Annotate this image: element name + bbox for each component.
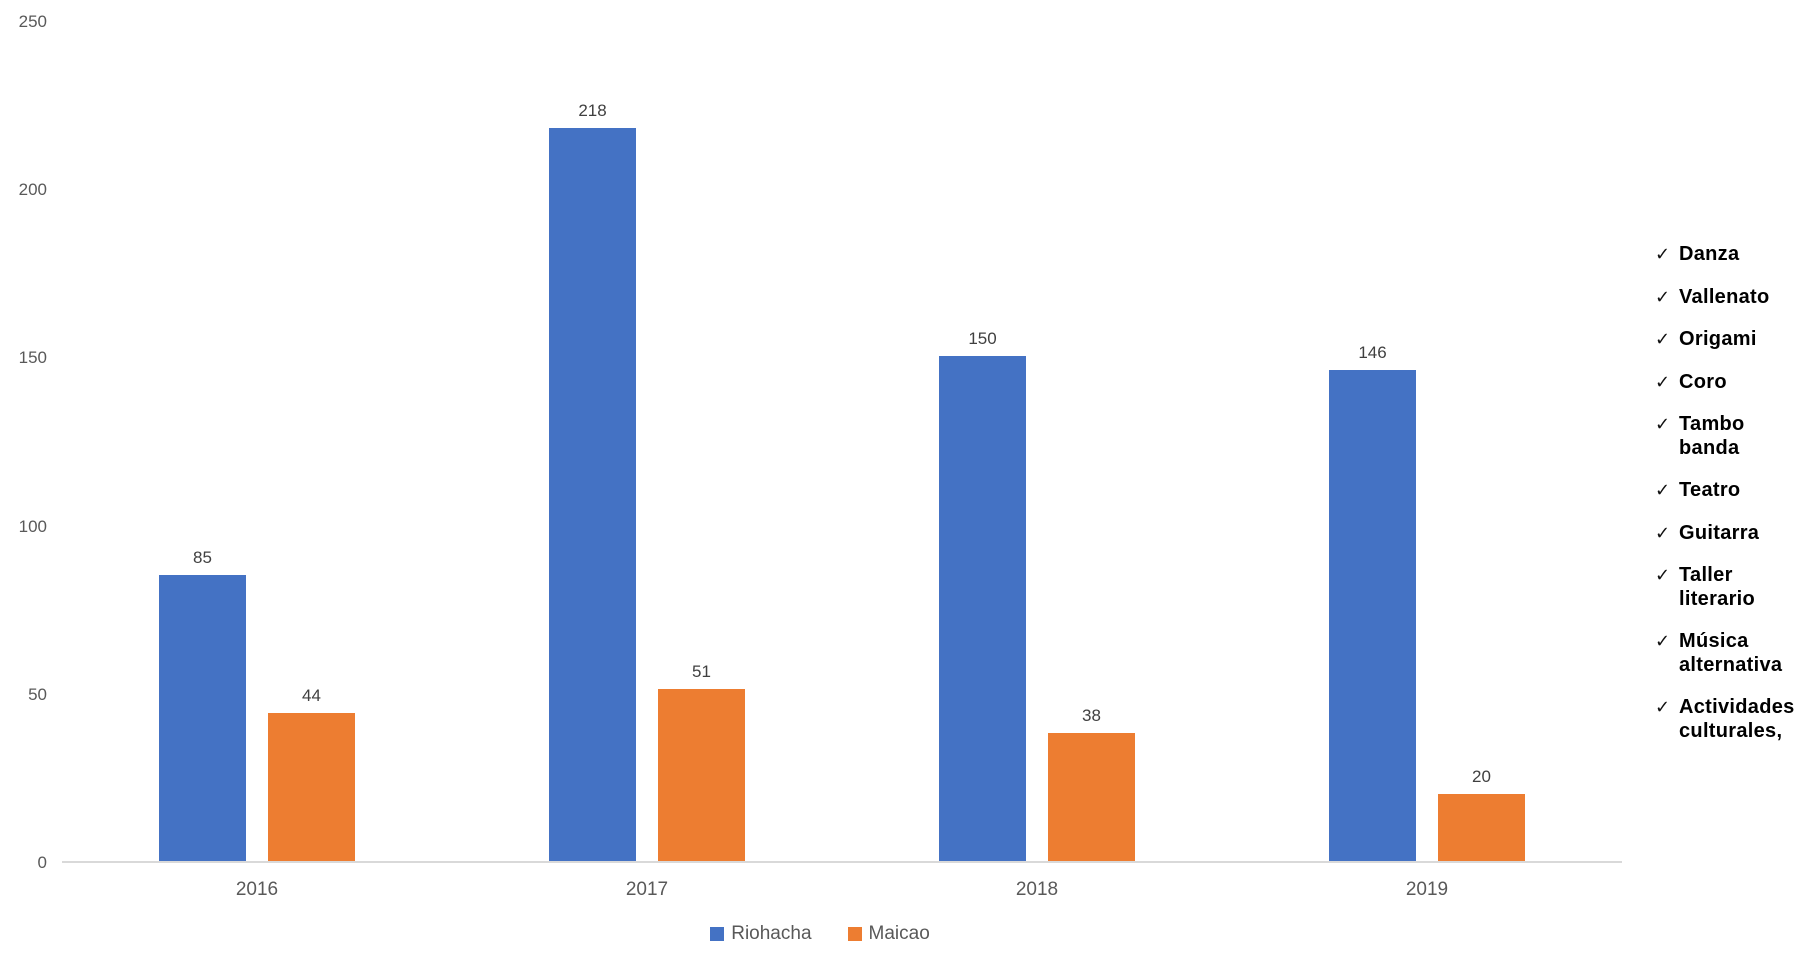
checklist-item: ✓ Teatro bbox=[1655, 479, 1813, 503]
bar-value-label: 218 bbox=[578, 101, 607, 120]
bar-value-label: 51 bbox=[692, 662, 711, 681]
checklist-item: ✓ Danza bbox=[1655, 243, 1813, 267]
bar-value-label: 38 bbox=[1082, 706, 1101, 725]
checklist-item-label: Origami bbox=[1679, 328, 1757, 350]
checklist-item: ✓ Vallenato bbox=[1655, 286, 1813, 310]
y-tick-label: 50 bbox=[28, 684, 47, 704]
bar-value-label: 20 bbox=[1472, 767, 1491, 786]
y-tick-label: 150 bbox=[18, 348, 47, 368]
bar-value-label: 146 bbox=[1358, 343, 1387, 362]
checklist-item-label: Guitarra bbox=[1679, 521, 1760, 544]
y-tick-label: 0 bbox=[37, 853, 47, 872]
checkmark-icon: ✓ bbox=[1655, 565, 1671, 585]
legend-item-riohacha: Riohacha bbox=[710, 923, 812, 945]
bar-maicao-2019 bbox=[1438, 794, 1525, 861]
bar-riohacha-2016 bbox=[159, 575, 246, 861]
x-category-label: 2016 bbox=[235, 879, 279, 900]
checklist-item-label: Taller literario bbox=[1679, 564, 1756, 610]
bar-value-label: 85 bbox=[193, 548, 212, 567]
y-tick-label: 250 bbox=[18, 12, 47, 31]
checklist-item-label: Vallenato bbox=[1679, 285, 1770, 308]
checkmark-icon: ✓ bbox=[1655, 414, 1671, 434]
legend-label: Riohacha bbox=[731, 923, 812, 944]
checklist-item: ✓ Guitarra bbox=[1655, 522, 1813, 546]
bar-value-label: 150 bbox=[968, 329, 997, 348]
checkmark-icon: ✓ bbox=[1655, 244, 1671, 264]
x-category-label: 2018 bbox=[1015, 879, 1059, 900]
checklist-item: ✓ Tambo banda bbox=[1655, 413, 1813, 460]
bar-riohacha-2018 bbox=[939, 356, 1026, 861]
checklist-item: ✓ Coro bbox=[1655, 371, 1813, 395]
checkmark-icon: ✓ bbox=[1655, 522, 1671, 543]
y-tick-label: 200 bbox=[18, 180, 47, 200]
checkmark-icon: ✓ bbox=[1655, 480, 1671, 500]
checklist-item: ✓ Origami bbox=[1655, 328, 1813, 352]
checklist-item-label: Coro bbox=[1679, 370, 1727, 393]
legend-item-maicao: Maicao bbox=[847, 923, 930, 945]
checklist-item-label: Música alternativa bbox=[1679, 630, 1783, 676]
bar-maicao-2017 bbox=[658, 689, 745, 861]
checklist-item-label: Teatro bbox=[1679, 479, 1741, 501]
checklist-item: ✓ Música alternativa bbox=[1655, 630, 1813, 677]
bar-maicao-2016 bbox=[268, 713, 355, 861]
chart-legend: Riohacha Maicao bbox=[0, 923, 1640, 945]
checklist-item-label: Actividades culturales, bbox=[1679, 696, 1795, 742]
checklist-item: ✓ Taller literario bbox=[1655, 564, 1813, 611]
checkmark-icon: ✓ bbox=[1655, 697, 1671, 717]
bar-value-label: 44 bbox=[302, 686, 321, 705]
checkmark-icon: ✓ bbox=[1655, 329, 1671, 349]
y-tick-label: 100 bbox=[18, 516, 47, 536]
checklist-item-label: Danza bbox=[1679, 243, 1740, 265]
x-category-label: 2019 bbox=[1405, 879, 1449, 900]
legend-swatch-icon bbox=[710, 927, 725, 941]
bar-chart: 0 50 100 150 200 250 85 44 218 51 150 38 146 20 2016… bbox=[0, 0, 1640, 945]
legend-swatch-icon bbox=[847, 927, 862, 941]
bar-riohacha-2019 bbox=[1329, 370, 1416, 861]
activities-checklist: ✓ Danza ✓ Vallenato ✓ Origami ✓ Coro ✓ Tambo band… bbox=[1655, 243, 1813, 762]
legend-label: Maicao bbox=[868, 923, 930, 944]
checkmark-icon: ✓ bbox=[1655, 286, 1671, 307]
plot-area: 85 44 218 51 150 38 146 20 bbox=[62, 0, 1622, 863]
x-category-label: 2017 bbox=[625, 879, 669, 900]
bar-riohacha-2017 bbox=[549, 128, 636, 861]
checkmark-icon: ✓ bbox=[1655, 631, 1671, 651]
checkmark-icon: ✓ bbox=[1655, 371, 1671, 392]
checklist-item-label: Tambo banda bbox=[1679, 413, 1745, 459]
bar-maicao-2018 bbox=[1048, 733, 1135, 861]
checklist-item: ✓ Actividades culturales, bbox=[1655, 696, 1813, 743]
